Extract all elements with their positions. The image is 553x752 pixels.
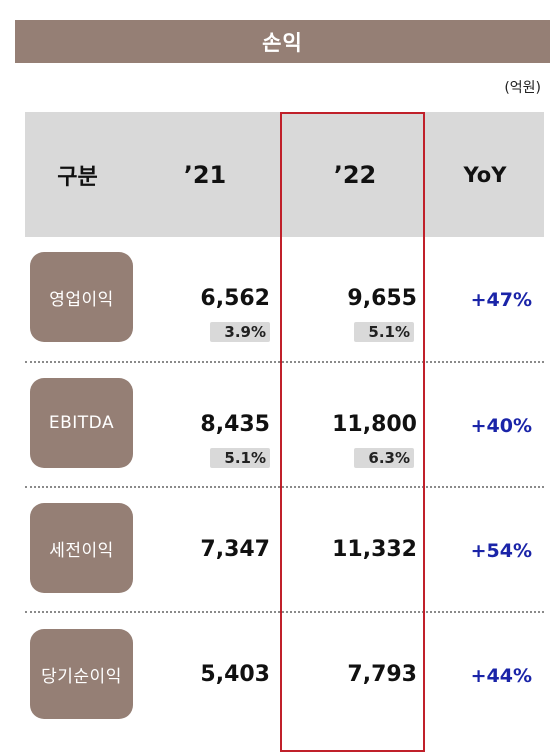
row-label: 영업이익 [49, 289, 114, 310]
unit-label: (억원) [504, 80, 541, 96]
value-21: 8,435 [200, 412, 270, 437]
value-21: 5,403 [200, 662, 270, 687]
yoy-value: +40% [470, 415, 532, 437]
table-row-operating-profit: 영업이익 6,562 3.9% 9,655 5.1% +47% [25, 237, 544, 362]
header-year-22: ’22 [333, 160, 377, 189]
value-22: 9,655 [347, 286, 417, 311]
value-22: 7,793 [347, 662, 417, 687]
row-label: EBITDA [48, 413, 115, 433]
table-row-net-income: 당기순이익 5,403 7,793 +44% [25, 612, 544, 737]
margin-badge-22: 5.1% [354, 322, 414, 342]
header-yoy: YoY [463, 162, 507, 187]
table-header: 구분 ’21 ’22 YoY [25, 112, 544, 237]
margin-badge-21: 3.9% [210, 322, 270, 342]
header-category: 구분 [57, 164, 98, 190]
margin-badge-21: 5.1% [210, 448, 270, 468]
yoy-value: +47% [470, 289, 532, 311]
value-21: 7,347 [200, 537, 270, 562]
row-label: 당기순이익 [41, 666, 122, 687]
row-label: 세전이익 [49, 540, 114, 561]
row-label-box: EBITDA [30, 378, 133, 468]
row-divider [25, 486, 544, 488]
row-label-box: 당기순이익 [30, 629, 133, 719]
row-label-box: 세전이익 [30, 503, 133, 593]
table-row-pretax-profit: 세전이익 7,347 11,332 +54% [25, 487, 544, 612]
header-year-21: ’21 [183, 160, 227, 189]
margin-badge-22: 6.3% [354, 448, 414, 468]
section-title-bar: 손익 [15, 20, 550, 63]
yoy-value: +44% [470, 665, 532, 687]
section-title: 손익 [262, 30, 303, 55]
value-22: 11,800 [332, 412, 417, 437]
row-label-box: 영업이익 [30, 252, 133, 342]
row-divider [25, 361, 544, 363]
yoy-value: +54% [470, 540, 532, 562]
value-22: 11,332 [332, 537, 417, 562]
value-21: 6,562 [200, 286, 270, 311]
row-divider [25, 611, 544, 613]
table-row-ebitda: EBITDA 8,435 5.1% 11,800 6.3% +40% [25, 362, 544, 487]
